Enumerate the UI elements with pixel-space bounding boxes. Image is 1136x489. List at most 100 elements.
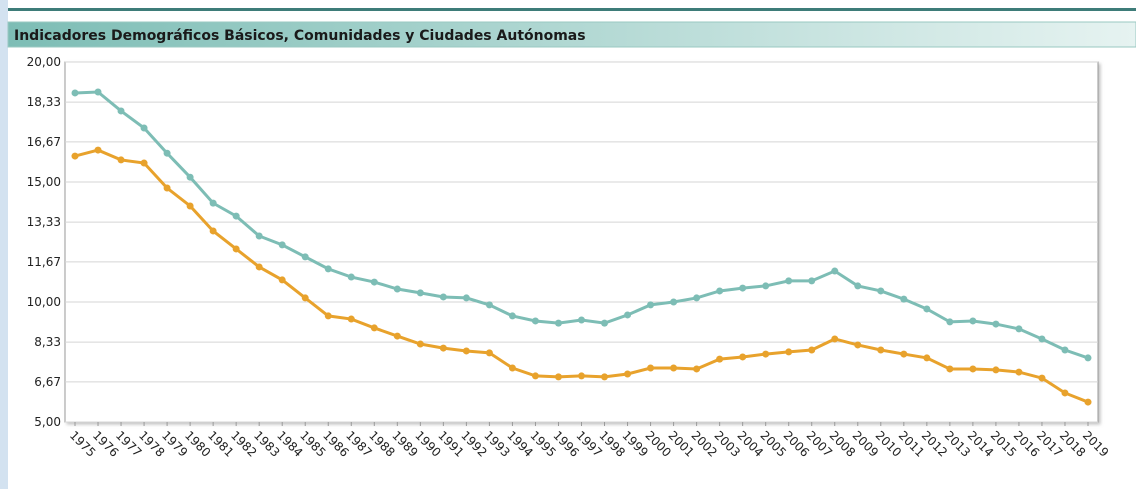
point (278, 241, 286, 249)
point (117, 156, 125, 164)
x-tick-label: 2018 (1057, 428, 1088, 459)
x-tick-label: 2009 (850, 428, 881, 459)
point (624, 370, 632, 378)
point (117, 107, 125, 115)
point (762, 350, 770, 358)
point (462, 347, 470, 355)
point (531, 317, 539, 325)
point (140, 159, 148, 167)
point (1061, 346, 1069, 354)
x-tick-label: 2007 (804, 428, 835, 459)
y-tick-label: 10,00 (27, 295, 61, 309)
point (831, 267, 839, 275)
point (1084, 398, 1092, 406)
title-bar (7, 21, 1136, 48)
point (716, 287, 724, 295)
point (186, 173, 194, 181)
point (393, 285, 401, 293)
point (301, 294, 309, 302)
point (232, 212, 240, 220)
point (693, 365, 701, 373)
y-tick-label: 6,67 (34, 375, 61, 389)
point (992, 366, 1000, 374)
x-tick-label: 1980 (182, 428, 213, 459)
point (485, 301, 493, 309)
y-tick-label: 5,00 (34, 415, 61, 429)
x-tick-label: 1983 (251, 428, 282, 459)
point (578, 316, 585, 324)
point (163, 184, 171, 192)
x-tick-label: 2001 (665, 428, 696, 459)
point (416, 289, 424, 297)
x-tick-label: 1984 (274, 428, 305, 459)
point (969, 365, 977, 373)
x-tick-label: 1977 (113, 428, 144, 459)
point (508, 312, 516, 320)
x-tick-label: 2016 (1011, 428, 1042, 459)
point (992, 320, 1000, 328)
chart-title: Indicadores Demográficos Básicos, Comuni… (14, 28, 586, 44)
x-tick-label: 1995 (527, 428, 558, 459)
point (485, 349, 493, 357)
point (508, 364, 516, 372)
x-tick-label: 1989 (389, 428, 420, 459)
point (624, 311, 632, 319)
point (785, 348, 793, 356)
point (578, 372, 585, 380)
x-tick-label: 2013 (942, 428, 973, 459)
x-tick-label: 1992 (458, 428, 489, 459)
x-tick-label: 2003 (712, 428, 743, 459)
point (439, 293, 447, 301)
point (255, 232, 263, 240)
point (647, 301, 655, 309)
x-tick-label: 1987 (343, 428, 374, 459)
point (601, 319, 609, 327)
point (416, 340, 424, 348)
x-tick-label: 2019 (1080, 428, 1111, 459)
x-tick-label: 1994 (504, 428, 535, 459)
point (1038, 335, 1046, 343)
x-tick-label: 2005 (758, 428, 789, 459)
point (1084, 354, 1092, 362)
x-tick-label: 2014 (965, 428, 996, 459)
y-tick-label: 20,00 (27, 55, 61, 69)
x-tick-label: 2011 (896, 428, 927, 459)
x-tick-label: 1988 (366, 428, 397, 459)
x-tick-label: 1986 (320, 428, 351, 459)
point (1061, 389, 1069, 397)
x-tick-label: 1999 (619, 428, 650, 459)
point (670, 298, 678, 306)
point (877, 346, 885, 354)
x-tick-label: 2008 (827, 428, 858, 459)
point (693, 294, 701, 302)
point (1038, 374, 1046, 382)
y-tick-label: 13,33 (27, 215, 61, 229)
point (370, 324, 378, 332)
y-tick-label: 8,33 (34, 335, 61, 349)
point (94, 88, 102, 96)
point (94, 146, 102, 154)
plot-area (64, 61, 1099, 423)
point (255, 263, 263, 271)
point (301, 253, 309, 261)
point (554, 319, 562, 327)
point (762, 282, 770, 290)
y-tick-label: 18,33 (27, 95, 61, 109)
point (186, 202, 194, 210)
point (347, 315, 355, 323)
x-tick-label: 2010 (873, 428, 904, 459)
point (1015, 325, 1023, 333)
point (439, 344, 447, 352)
point (462, 294, 470, 302)
point (831, 335, 839, 343)
point (324, 312, 332, 320)
y-tick-label: 11,67 (27, 255, 61, 269)
point (900, 295, 908, 303)
x-tick-label: 1990 (412, 428, 443, 459)
x-tick-label: 2000 (642, 428, 673, 459)
point (1015, 368, 1023, 376)
point (370, 278, 378, 286)
point (278, 276, 286, 284)
point (854, 341, 862, 349)
point (554, 373, 562, 381)
